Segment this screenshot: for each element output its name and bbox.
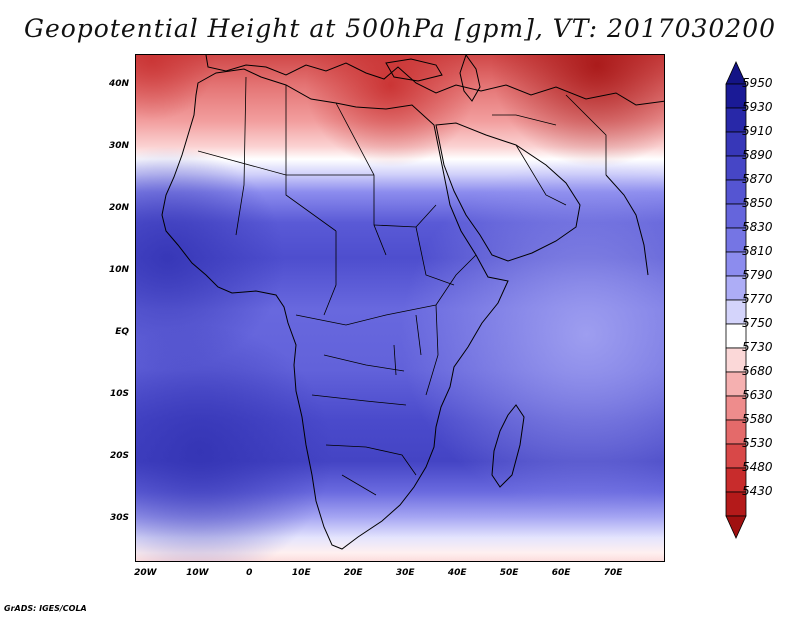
colorbar-tick-label: 5630 (742, 388, 773, 402)
colorbar-bottom-arrow (725, 515, 747, 539)
india-coastline (605, 174, 649, 276)
arabia-coastline (435, 122, 581, 262)
lat-tick-label: 10S (109, 388, 129, 399)
caspian-sea-coastline (459, 55, 481, 102)
colorbar-tick-label: 5790 (742, 268, 773, 282)
colorbar-tick-label: 5890 (742, 148, 773, 162)
lon-tick-label: 0 (246, 568, 253, 578)
black-sea-coastline (385, 58, 443, 82)
colorbar-tick-label: 5430 (742, 484, 773, 498)
colorbar-tick-label: 5580 (742, 412, 773, 426)
lon-tick-label: 20E (343, 568, 363, 578)
lon-tick-label: 40E (447, 568, 467, 578)
colorbar-tick-label: 5930 (742, 100, 773, 114)
country-borders (197, 76, 607, 496)
madagascar-coastline (491, 404, 525, 488)
lon-tick-label: 10E (291, 568, 311, 578)
colorbar-tick-label: 5530 (742, 436, 773, 450)
map-title: Geopotential Height at 500hPa [gpm], VT:… (23, 14, 777, 43)
africa-coastline (161, 68, 509, 550)
lat-tick-label: 30S (109, 512, 129, 523)
colorbar-tick-label: 5850 (742, 196, 773, 210)
lat-tick-label: EQ (115, 326, 129, 337)
colorbar-tick-label: 5770 (742, 292, 773, 306)
height-field-northwest-low (136, 55, 664, 561)
colorbar (725, 61, 747, 539)
coastlines (161, 55, 664, 550)
grads-credit: GrADS: IGES/COLA (4, 604, 87, 613)
colorbar-tick-label: 5810 (742, 244, 773, 258)
height-field-map (136, 55, 664, 561)
colorbar-tick-label: 5480 (742, 460, 773, 474)
lat-tick-label: 40N (108, 78, 129, 89)
colorbar-tick-label: 5680 (742, 364, 773, 378)
lat-tick-label: 20S (109, 450, 129, 461)
lon-tick-label: 30E (395, 568, 415, 578)
europe-coastline (205, 55, 664, 106)
lon-tick-label: 60E (551, 568, 571, 578)
lon-tick-label: 50E (499, 568, 519, 578)
lat-tick-label: 10N (108, 264, 129, 275)
lon-tick-label: 20W (134, 568, 157, 578)
colorbar-tick-label: 5910 (742, 124, 773, 138)
colorbar-tick-label: 5730 (742, 340, 773, 354)
lon-tick-label: 70E (603, 568, 623, 578)
lon-tick-label: 10W (186, 568, 209, 578)
lat-tick-label: 20N (108, 202, 129, 213)
map-panel (135, 54, 665, 562)
lat-tick-label: 30N (108, 140, 129, 151)
colorbar-tick-label: 5950 (742, 76, 773, 90)
colorbar-tick-label: 5870 (742, 172, 773, 186)
colorbar-tick-label: 5830 (742, 220, 773, 234)
colorbar-tick-label: 5750 (742, 316, 773, 330)
